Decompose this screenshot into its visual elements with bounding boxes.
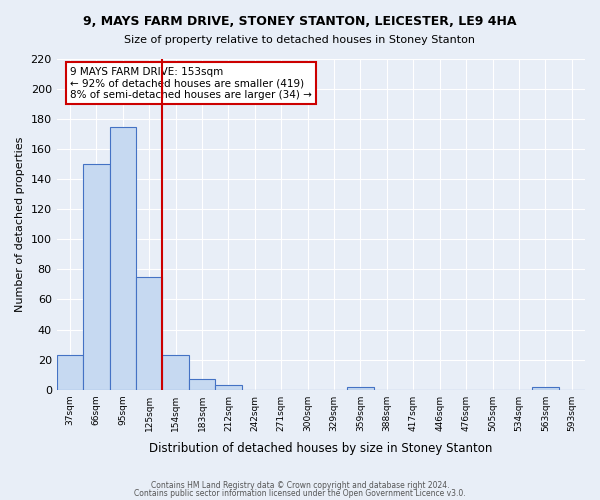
Bar — [532, 386, 559, 390]
Bar — [215, 385, 242, 390]
Text: 9, MAYS FARM DRIVE, STONEY STANTON, LEICESTER, LE9 4HA: 9, MAYS FARM DRIVE, STONEY STANTON, LEIC… — [83, 15, 517, 28]
Bar — [83, 164, 110, 390]
Bar — [163, 355, 189, 390]
Bar — [56, 355, 83, 390]
Bar — [136, 277, 163, 390]
Text: 9 MAYS FARM DRIVE: 153sqm
← 92% of detached houses are smaller (419)
8% of semi-: 9 MAYS FARM DRIVE: 153sqm ← 92% of detac… — [70, 66, 312, 100]
Bar — [347, 386, 374, 390]
Bar — [189, 379, 215, 390]
Text: Contains public sector information licensed under the Open Government Licence v3: Contains public sector information licen… — [134, 488, 466, 498]
Text: Contains HM Land Registry data © Crown copyright and database right 2024.: Contains HM Land Registry data © Crown c… — [151, 481, 449, 490]
Text: Size of property relative to detached houses in Stoney Stanton: Size of property relative to detached ho… — [125, 35, 476, 45]
Y-axis label: Number of detached properties: Number of detached properties — [15, 136, 25, 312]
Bar — [110, 126, 136, 390]
X-axis label: Distribution of detached houses by size in Stoney Stanton: Distribution of detached houses by size … — [149, 442, 493, 455]
